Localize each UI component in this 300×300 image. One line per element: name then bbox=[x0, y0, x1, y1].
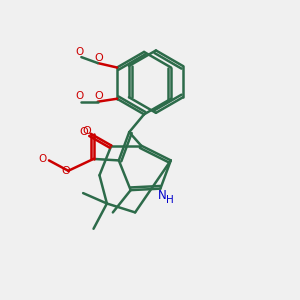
Text: H: H bbox=[166, 195, 174, 205]
Text: O: O bbox=[76, 92, 84, 101]
Text: O: O bbox=[94, 53, 103, 63]
Text: O: O bbox=[82, 126, 91, 136]
Text: O: O bbox=[61, 166, 70, 176]
Text: O: O bbox=[80, 127, 88, 137]
Text: O: O bbox=[94, 92, 103, 101]
Text: N: N bbox=[158, 189, 166, 202]
Text: O: O bbox=[76, 47, 84, 57]
Text: O: O bbox=[38, 154, 46, 164]
